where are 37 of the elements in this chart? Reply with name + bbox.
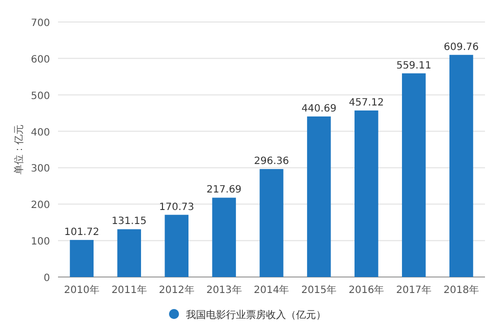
bar bbox=[70, 240, 94, 277]
x-tick-label: 2013年 bbox=[206, 284, 242, 296]
y-axis-title: 单位：亿元 bbox=[13, 124, 25, 174]
x-tick-label: 2017年 bbox=[396, 284, 432, 296]
x-tick-label: 2011年 bbox=[111, 284, 147, 296]
data-label: 296.36 bbox=[254, 156, 289, 168]
data-label: 457.12 bbox=[348, 97, 384, 108]
bar bbox=[212, 198, 236, 277]
bar bbox=[260, 169, 284, 277]
data-label: 170.73 bbox=[159, 202, 194, 213]
y-tick-label: 100 bbox=[30, 236, 50, 248]
data-label: 440.69 bbox=[301, 103, 336, 114]
x-tick-label: 2015年 bbox=[301, 284, 337, 296]
y-tick-label: 600 bbox=[30, 54, 50, 66]
bar bbox=[117, 229, 142, 277]
data-label: 131.15 bbox=[112, 216, 147, 228]
x-tick-label: 2018年 bbox=[444, 284, 480, 296]
data-label: 609.76 bbox=[444, 42, 479, 53]
x-tick-label: 2016年 bbox=[348, 284, 384, 296]
bar bbox=[354, 110, 378, 277]
data-label: 101.72 bbox=[64, 226, 100, 238]
bar bbox=[307, 116, 331, 277]
y-tick-label: 300 bbox=[30, 164, 50, 175]
y-tick-label: 400 bbox=[30, 127, 50, 138]
data-label: 559.11 bbox=[396, 60, 432, 72]
x-tick-label: 2014年 bbox=[254, 284, 290, 296]
bar bbox=[402, 73, 426, 277]
x-tick-label: 2012年 bbox=[158, 284, 194, 296]
y-tick-label: 500 bbox=[30, 90, 50, 102]
y-tick-label: 700 bbox=[30, 18, 50, 29]
y-tick-label: 0 bbox=[44, 273, 50, 284]
data-label: 217.69 bbox=[206, 184, 242, 196]
x-tick-label: 2010年 bbox=[64, 284, 100, 296]
bar bbox=[449, 54, 474, 277]
y-tick-label: 200 bbox=[30, 200, 50, 212]
bar bbox=[164, 214, 188, 277]
legend-label: 我国电影行业票房收入（亿元） bbox=[186, 309, 326, 321]
